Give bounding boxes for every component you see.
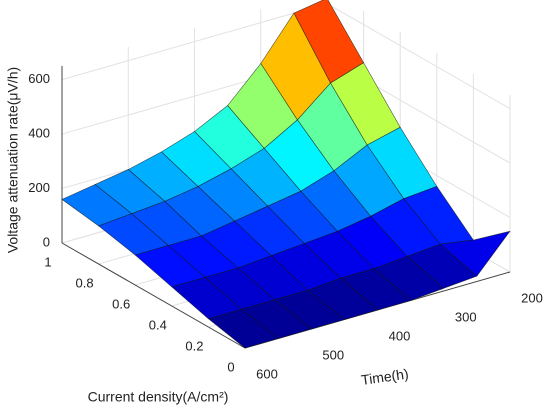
y-axis-label: Current density(A/cm²) (88, 389, 229, 405)
axis-line (61, 242, 246, 349)
x-tick-label: 400 (389, 328, 411, 343)
surface-patch (207, 308, 279, 349)
y-tick-label: 0.6 (112, 296, 130, 311)
x-tick-label: 200 (521, 290, 543, 305)
grid-line (61, 3, 328, 81)
z-tick-label: 400 (28, 126, 50, 141)
z-tick-label: 0 (43, 234, 50, 249)
y-tick-label: 0 (227, 359, 234, 374)
z-tick-label: 200 (28, 180, 50, 195)
x-axis-label: Time(h) (360, 365, 409, 387)
x-tick-label: 300 (455, 309, 477, 324)
grid-line (326, 3, 511, 110)
y-tick-label: 0.8 (76, 275, 94, 290)
x-tick-label: 600 (256, 366, 278, 381)
x-tick-label: 500 (322, 347, 344, 362)
z-tick-label: 600 (28, 71, 50, 86)
y-tick-label: 0.2 (185, 338, 203, 353)
z-axis-label: Voltage attenuation rate(μV/h) (5, 67, 21, 253)
y-tick-label: 0.4 (149, 317, 167, 332)
y-tick-label: 1 (44, 254, 51, 269)
